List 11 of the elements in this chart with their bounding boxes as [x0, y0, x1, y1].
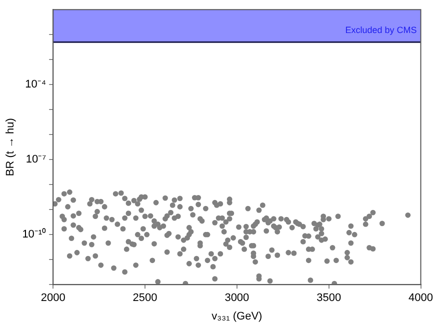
x-tick-label: 3000 — [224, 292, 250, 304]
x-tick-label: 2000 — [40, 292, 66, 304]
x-tick-label: 2500 — [132, 292, 158, 304]
x-tick-label: 4000 — [408, 292, 434, 304]
x-tick-label: 3500 — [316, 292, 342, 304]
x-axis-title: v₃₃₁ (GeV) — [212, 310, 262, 322]
y-tick-label: 10⁻¹⁰ — [22, 228, 46, 241]
y-tick-label: 10⁻⁴ — [25, 78, 46, 91]
band-label: Excluded by CMS — [345, 25, 417, 36]
y-axis-title: BR (t → hu) — [4, 118, 17, 176]
y-tick-label: 10⁻⁷ — [26, 154, 46, 166]
